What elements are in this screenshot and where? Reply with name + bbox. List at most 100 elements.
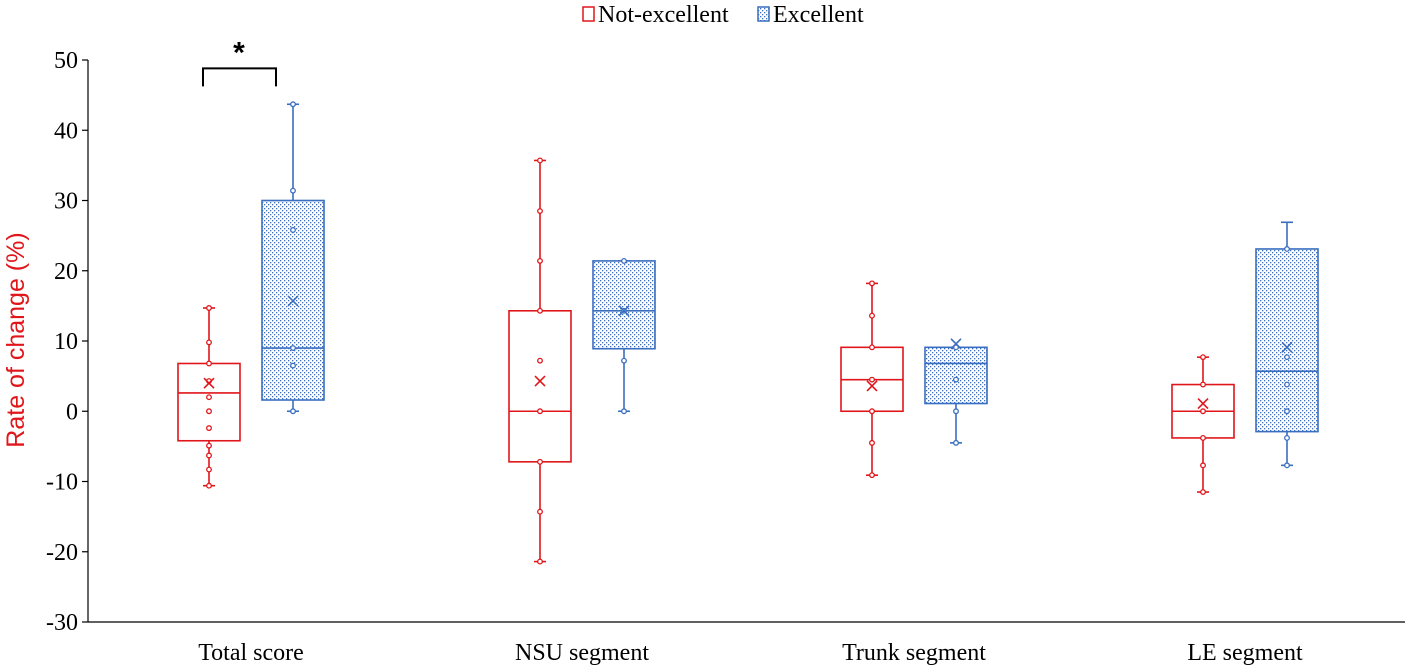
data-point bbox=[1284, 246, 1290, 252]
data-point bbox=[290, 362, 296, 369]
mean-marker-stroke bbox=[866, 380, 878, 392]
box-excellent bbox=[592, 257, 656, 415]
y-axis: -30 -20 -10 0 10 20 30 40 50 bbox=[46, 48, 89, 636]
data-point bbox=[537, 508, 543, 515]
y-tick-label: -30 bbox=[46, 610, 78, 636]
mean-marker bbox=[618, 305, 630, 317]
box-excellent bbox=[261, 101, 325, 415]
data-point bbox=[290, 345, 296, 351]
data-point bbox=[621, 408, 627, 415]
data-point bbox=[1284, 462, 1290, 469]
legend-label-not-excellent: Not-excellent bbox=[598, 2, 729, 28]
box-iqr bbox=[508, 309, 572, 463]
box-iqr bbox=[924, 346, 988, 405]
data-point bbox=[206, 339, 212, 346]
mean-marker bbox=[1281, 341, 1293, 353]
plot-area bbox=[177, 101, 1319, 565]
data-point bbox=[206, 482, 212, 489]
y-tick-label: 40 bbox=[54, 118, 78, 144]
box-excellent bbox=[924, 338, 988, 446]
box-not-excellent bbox=[840, 280, 904, 479]
data-point bbox=[869, 439, 875, 446]
data-point bbox=[206, 425, 212, 432]
mean-marker-stroke bbox=[950, 338, 962, 350]
data-point bbox=[1200, 408, 1206, 415]
mean-marker bbox=[534, 375, 546, 387]
data-point bbox=[537, 357, 543, 364]
x-category-label: Trunk segment bbox=[842, 640, 986, 666]
data-point bbox=[869, 312, 875, 319]
data-point bbox=[290, 101, 296, 108]
mean-marker-stroke bbox=[618, 305, 630, 317]
y-tick-label: -10 bbox=[46, 470, 78, 496]
data-point bbox=[953, 439, 959, 446]
mean-marker-stroke bbox=[287, 295, 299, 307]
data-point bbox=[537, 208, 543, 214]
data-point bbox=[537, 408, 543, 415]
data-point bbox=[206, 305, 212, 311]
mean-marker bbox=[950, 338, 962, 350]
data-point bbox=[206, 360, 212, 367]
x-category-label: Total score bbox=[198, 640, 304, 666]
x-category-label: NSU segment bbox=[515, 640, 649, 666]
data-point bbox=[953, 408, 959, 415]
data-point bbox=[537, 307, 543, 314]
mean-marker bbox=[203, 377, 215, 389]
y-tick-label: 20 bbox=[54, 259, 78, 285]
legend-swatch-not-excellent bbox=[582, 6, 595, 22]
data-point bbox=[206, 442, 212, 449]
y-tick-label: -20 bbox=[46, 540, 78, 566]
data-point bbox=[1200, 489, 1206, 495]
significance-bracket bbox=[202, 67, 277, 87]
data-point bbox=[1200, 462, 1206, 469]
data-point bbox=[206, 394, 212, 401]
data-point bbox=[537, 157, 543, 164]
data-point bbox=[869, 472, 875, 479]
data-point bbox=[290, 408, 296, 415]
data-point bbox=[953, 376, 959, 383]
data-point bbox=[1284, 381, 1290, 388]
mean-marker-stroke bbox=[1197, 397, 1209, 410]
data-point bbox=[1200, 434, 1206, 441]
data-point bbox=[621, 357, 627, 364]
data-point bbox=[869, 344, 875, 351]
mean-marker-stroke bbox=[203, 377, 215, 389]
data-point bbox=[621, 257, 627, 264]
mean-marker-stroke bbox=[534, 375, 546, 387]
y-axis-label: Rate of change (%) bbox=[2, 232, 30, 447]
mean-marker bbox=[1197, 397, 1209, 410]
box-excellent bbox=[1255, 221, 1319, 469]
data-point bbox=[1284, 434, 1290, 441]
data-point bbox=[290, 187, 296, 194]
significance-star: * bbox=[233, 36, 245, 69]
data-point bbox=[537, 558, 543, 565]
data-point bbox=[953, 344, 959, 351]
y-tick-label: 50 bbox=[54, 48, 78, 74]
data-point bbox=[869, 280, 875, 287]
legend-label-excellent: Excellent bbox=[773, 2, 864, 28]
box-iqr bbox=[1255, 248, 1319, 433]
x-axis: Total score NSU segment Trunk segment LE se… bbox=[88, 621, 1405, 666]
significance-annotation: * bbox=[202, 36, 277, 87]
data-point bbox=[290, 227, 296, 233]
mean-marker bbox=[866, 380, 878, 392]
data-point bbox=[1200, 354, 1206, 361]
mean-marker-stroke bbox=[1281, 341, 1293, 353]
data-point bbox=[1200, 381, 1206, 388]
data-point bbox=[206, 452, 212, 459]
x-category-label: LE segment bbox=[1187, 640, 1303, 666]
y-tick-label: 0 bbox=[66, 399, 78, 425]
box-not-excellent bbox=[1171, 354, 1235, 495]
data-point bbox=[1284, 408, 1290, 415]
y-tick-label: 30 bbox=[54, 189, 78, 215]
data-point bbox=[1284, 354, 1290, 361]
data-point bbox=[869, 376, 875, 383]
data-point bbox=[537, 458, 543, 465]
mean-marker bbox=[287, 295, 299, 307]
box-not-excellent bbox=[508, 157, 572, 565]
legend: Not-excellent Excellent bbox=[582, 2, 864, 28]
data-point bbox=[869, 408, 875, 415]
box-iqr bbox=[592, 260, 656, 350]
data-point bbox=[537, 257, 543, 264]
